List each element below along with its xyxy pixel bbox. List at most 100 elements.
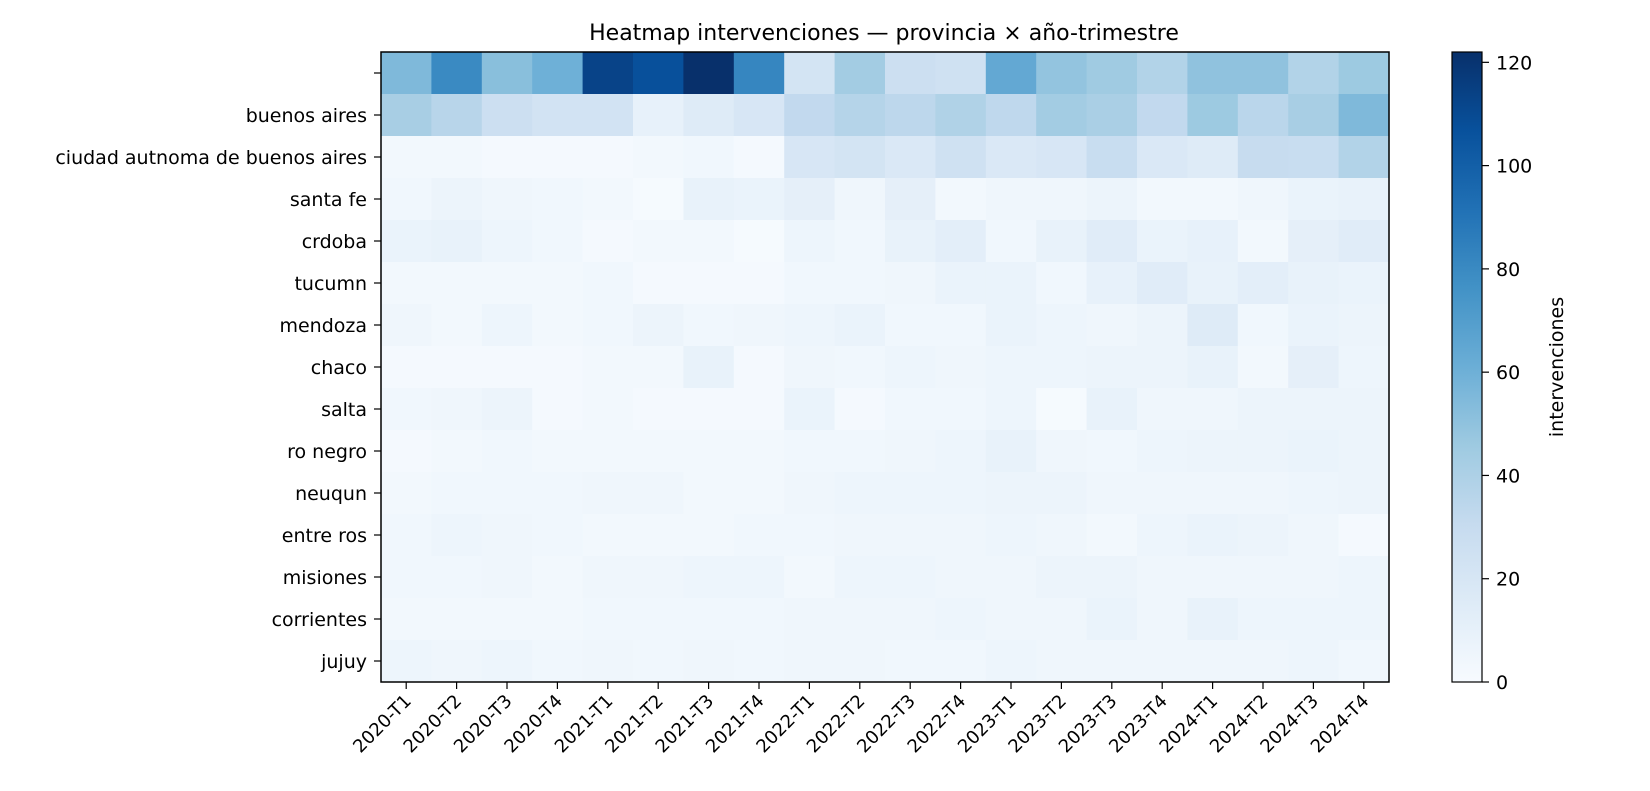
heatmap-cell [633, 556, 684, 599]
colorbar-tick-label: 40 [1496, 465, 1520, 487]
heatmap-cell [1338, 640, 1390, 683]
heatmap-cell [683, 304, 735, 347]
heatmap-cell [683, 472, 735, 515]
heatmap-cell [1137, 472, 1188, 515]
heatmap-cell [733, 430, 785, 473]
heatmap-cell [1036, 472, 1088, 515]
heatmap-cell [935, 220, 987, 263]
heatmap-cell [481, 472, 533, 515]
heatmap-cell [532, 556, 584, 599]
heatmap-cell [733, 346, 785, 389]
heatmap-cell [733, 304, 785, 347]
heatmap-cell [481, 514, 533, 557]
heatmap-cell [784, 388, 836, 431]
heatmap-cell [582, 94, 634, 137]
heatmap-cell [834, 598, 886, 641]
heatmap-cell [582, 178, 634, 221]
heatmap-cell [1237, 136, 1289, 179]
heatmap-cell [784, 430, 836, 473]
heatmap-cell [633, 430, 684, 473]
heatmap-cell [784, 556, 836, 599]
y-axis: buenos aires ciudad autnoma de buenos air… [55, 72, 381, 673]
heatmap-cell [582, 304, 634, 347]
heatmap-cell [885, 304, 936, 347]
heatmap-cell [784, 178, 836, 221]
heatmap-cell [1187, 178, 1239, 221]
heatmap-cell [1086, 514, 1138, 557]
heatmap-cell [481, 556, 533, 599]
heatmap-cell [1338, 136, 1390, 179]
heatmap-cell [481, 52, 533, 95]
heatmap-cell [481, 178, 533, 221]
heatmap-cell [834, 472, 886, 515]
heatmap-cell [633, 52, 684, 95]
heatmap-cell [733, 262, 785, 305]
heatmap-cell [935, 388, 987, 431]
heatmap-cell [532, 52, 584, 95]
heatmap-cell [633, 598, 684, 641]
heatmap-cell [985, 430, 1037, 473]
heatmap-cell [431, 556, 483, 599]
heatmap-cell [885, 430, 936, 473]
heatmap-cell [1036, 556, 1088, 599]
heatmap-cell [683, 52, 735, 95]
heatmap-cell [1137, 178, 1188, 221]
heatmap-cell [582, 556, 634, 599]
y-tick-label: santa fe [290, 189, 367, 211]
y-tick-label: chaco [311, 357, 367, 379]
heatmap-cell [1086, 556, 1138, 599]
heatmap-cell [1338, 472, 1390, 515]
heatmap-cell [683, 346, 735, 389]
heatmap-cell [885, 136, 936, 179]
colorbar-label: intervenciones [1546, 297, 1568, 437]
heatmap-cell [935, 304, 987, 347]
heatmap-cell [381, 430, 432, 473]
heatmap-cell [1338, 304, 1390, 347]
y-tick-label: salta [321, 399, 367, 421]
heatmap-cell [582, 388, 634, 431]
heatmap-cell [733, 178, 785, 221]
heatmap-cell [985, 556, 1037, 599]
colorbar-tick-label: 60 [1496, 362, 1520, 384]
heatmap-cell [1338, 514, 1390, 557]
heatmap-cell [431, 514, 483, 557]
heatmap-cell [431, 136, 483, 179]
heatmap-cell [935, 262, 987, 305]
heatmap-cell [481, 304, 533, 347]
heatmap-cell [834, 178, 886, 221]
heatmap-cell [431, 346, 483, 389]
heatmap-cell [1237, 640, 1289, 683]
heatmap-cell [1036, 136, 1088, 179]
heatmap-cell [1187, 304, 1239, 347]
heatmap-cell [1137, 220, 1188, 263]
heatmap-cell [1086, 430, 1138, 473]
heatmap-cell [1137, 598, 1188, 641]
heatmap-cell [431, 52, 483, 95]
heatmap-cell [481, 94, 533, 137]
heatmap-cell [885, 220, 936, 263]
heatmap-cell [733, 472, 785, 515]
heatmap-cell [1137, 136, 1188, 179]
heatmap-cell [532, 640, 584, 683]
heatmap-cell [683, 94, 735, 137]
heatmap-cell [885, 514, 936, 557]
heatmap-cell [1237, 220, 1289, 263]
heatmap-cell [985, 94, 1037, 137]
heatmap-cell [431, 304, 483, 347]
heatmap-cell [1288, 430, 1340, 473]
heatmap-cell [834, 220, 886, 263]
heatmap-cell [985, 178, 1037, 221]
heatmap-cell [683, 430, 735, 473]
colorbar-ticks: 0 20 40 60 80 100 120 [1482, 52, 1532, 694]
heatmap-cell [985, 136, 1037, 179]
heatmap-cell [1137, 556, 1188, 599]
heatmap-cell [1237, 178, 1289, 221]
heatmap-cell [1187, 556, 1239, 599]
heatmap-cell [1288, 598, 1340, 641]
heatmap-cell [1187, 136, 1239, 179]
heatmap-cell [431, 388, 483, 431]
heatmap-cell [784, 94, 836, 137]
heatmap-cell [582, 640, 634, 683]
heatmap-cell [582, 262, 634, 305]
heatmap-cell [582, 472, 634, 515]
